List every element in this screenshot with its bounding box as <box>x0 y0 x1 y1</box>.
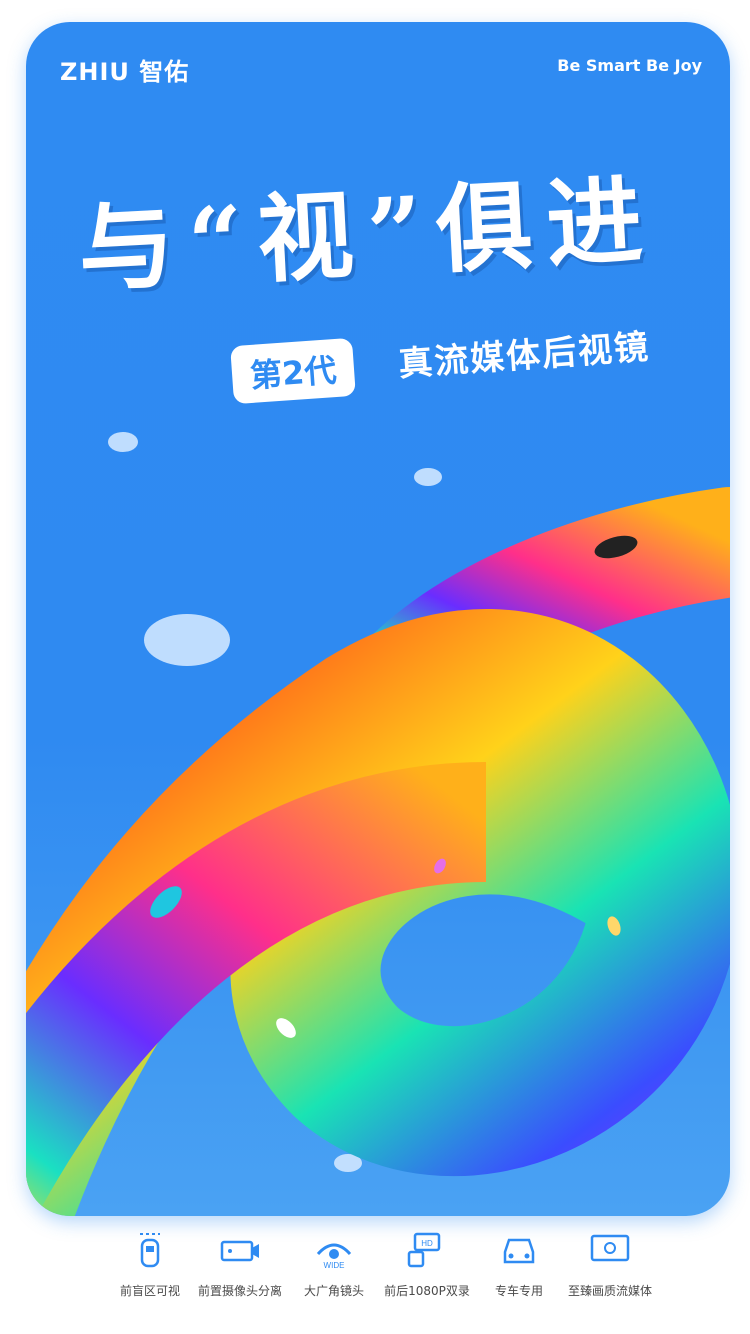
feature-label: 专车专用 <box>494 1284 543 1298</box>
hd-camera-icon: HD <box>407 1232 441 1268</box>
feature-label: 前后1080P双录 <box>384 1284 470 1298</box>
feature-item: HD 前后1080P双录 <box>372 1226 482 1299</box>
feature-label: 至臻画质流媒体 <box>567 1284 652 1298</box>
feature-item: 前置摄像头分离 <box>185 1226 295 1299</box>
wide-angle-lens-icon: WIDE <box>316 1243 352 1270</box>
car-pink <box>434 858 446 874</box>
feature-item: 专车专用 <box>464 1226 574 1299</box>
cloud <box>414 468 442 486</box>
svg-text:WIDE: WIDE <box>324 1261 345 1270</box>
brand-logo: ZHIU 智佑 <box>60 58 190 86</box>
brand-tagline: Be Smart Be Joy <box>557 56 702 75</box>
car-blind-spot-icon <box>140 1233 160 1268</box>
svg-text:HD: HD <box>421 1239 433 1248</box>
cloud <box>108 432 138 452</box>
car-cyan <box>150 886 182 918</box>
rec-camera-icon <box>220 1240 259 1262</box>
feature-item: 至臻画质流媒体 <box>555 1226 665 1299</box>
cloud <box>144 614 230 666</box>
feature-bar: 前盲区可视 前置摄像头分离 WIDE 大广角镜头 HD 前后1080P双录 专车… <box>0 1226 750 1334</box>
car-front-icon <box>503 1238 535 1264</box>
poster-card: ZHIU 智佑 Be Smart Be Joy 与“视”俱进 第2代 真流媒体后… <box>26 22 730 1216</box>
feature-label: 前置摄像头分离 <box>197 1284 282 1298</box>
rainbow-road-illustration <box>26 487 730 1216</box>
feature-item: 前盲区可视 <box>95 1226 205 1299</box>
feature-label: 大广角镜头 <box>303 1284 364 1298</box>
display-icon <box>590 1234 630 1262</box>
car-yellow <box>607 916 621 936</box>
cloud <box>334 1154 362 1172</box>
car-white <box>276 1018 296 1038</box>
feature-label: 前盲区可视 <box>119 1284 180 1298</box>
feature-item: WIDE 大广角镜头 <box>279 1226 389 1299</box>
car-black <box>594 535 638 559</box>
